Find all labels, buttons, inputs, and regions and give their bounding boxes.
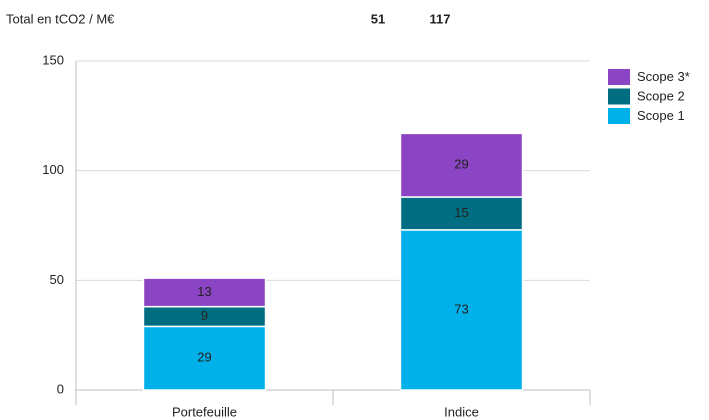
value-label: 29 (454, 157, 468, 172)
y-tick-label: 100 (42, 162, 64, 177)
total-label: 51 (371, 11, 385, 26)
legend-swatch (608, 69, 630, 85)
total-label: 117 (430, 11, 451, 26)
legend-swatch (608, 108, 630, 124)
y-tick-label: 150 (42, 52, 64, 67)
value-label: 15 (454, 205, 468, 220)
legend-label: Scope 1 (637, 108, 685, 123)
legend-label: Scope 3* (637, 69, 690, 84)
value-label: 13 (197, 284, 211, 299)
bar-segment (142, 325, 267, 391)
legend-swatch (608, 88, 630, 105)
bar-segment (399, 196, 524, 231)
bar-segment (142, 277, 267, 308)
value-label: 29 (197, 350, 211, 365)
bar-segment (399, 132, 524, 198)
y-tick-label: 50 (50, 272, 64, 287)
chart-title: Total en tCO2 / M€ (6, 11, 115, 26)
x-tick-label: Portefeuille (172, 404, 237, 419)
legend-label: Scope 2 (637, 88, 685, 103)
value-label: 9 (201, 308, 208, 323)
y-tick-label: 0 (57, 381, 64, 396)
bar-segment (399, 229, 524, 391)
value-label: 73 (454, 301, 468, 316)
x-tick-label: Indice (444, 404, 479, 419)
